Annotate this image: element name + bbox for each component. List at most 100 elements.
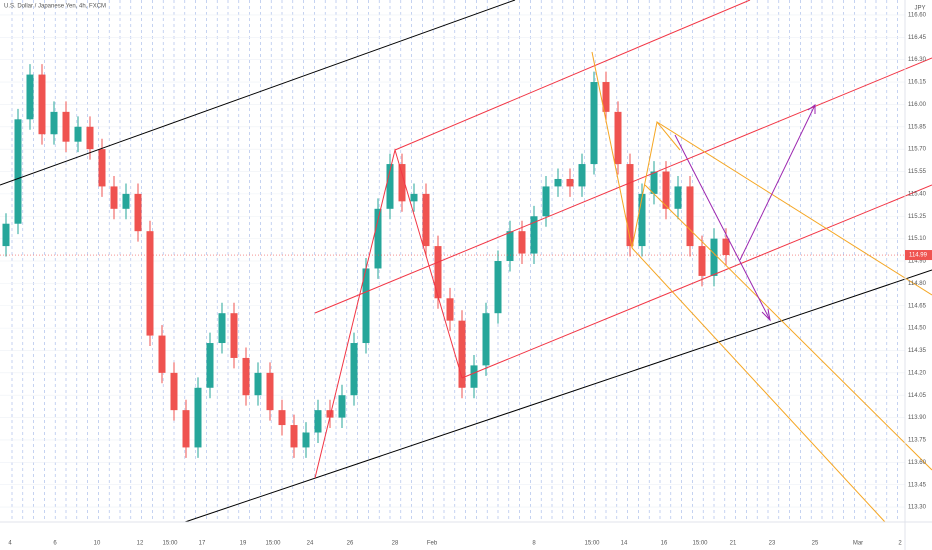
candle-body — [290, 425, 298, 448]
candle-body — [362, 268, 370, 344]
candle-body — [494, 261, 502, 314]
candle-body — [650, 171, 658, 194]
candle-body — [434, 246, 442, 299]
y-tick-label: 116.60 — [908, 12, 927, 18]
candle-body — [422, 193, 430, 247]
candle-body — [206, 343, 214, 388]
candle-body — [410, 193, 418, 202]
x-tick-label: 14 — [621, 541, 628, 547]
candle-body — [170, 372, 178, 411]
candle-body — [14, 119, 22, 224]
candle-body — [122, 193, 130, 209]
y-tick-label: 114.95 — [908, 259, 927, 265]
candle-body — [266, 372, 274, 411]
zigzag — [314, 148, 463, 479]
last-price-label: 114.99 — [909, 253, 928, 259]
candle-body — [662, 171, 670, 209]
x-tick-label: 16 — [661, 541, 668, 547]
y-tick-label: 113.75 — [908, 438, 927, 444]
x-tick-label: 12 — [137, 541, 144, 547]
candle-body — [242, 357, 250, 396]
x-tick-label: 28 — [392, 541, 399, 547]
y-tick-label: 116.00 — [908, 102, 927, 108]
y-tick-label: 115.10 — [908, 236, 927, 242]
candle-body — [218, 313, 226, 344]
y-tick-label: 113.45 — [908, 482, 927, 488]
channel-line — [394, 0, 751, 151]
fork-line — [656, 121, 932, 296]
candle-body — [398, 164, 406, 202]
last-price-box — [905, 250, 932, 261]
x-tick-label: 19 — [240, 541, 247, 547]
candle-body — [722, 238, 730, 256]
y-tick-label: 116.30 — [908, 57, 927, 63]
candle-body — [338, 395, 346, 418]
zigzag — [591, 51, 681, 249]
y-tick-label: 114.65 — [908, 303, 927, 309]
x-tick-label: 15:00 — [584, 541, 600, 547]
x-tick-label: 4 — [8, 541, 12, 547]
channel-line — [461, 184, 932, 379]
candle-body — [686, 186, 694, 247]
candle-body — [554, 178, 562, 187]
candle-body — [26, 74, 34, 120]
y-tick-label: 113.30 — [908, 505, 927, 511]
x-tick-label: 2 — [898, 541, 902, 547]
trendline — [184, 269, 932, 523]
y-tick-label: 113.60 — [908, 460, 927, 466]
y-tick-label: 114.50 — [908, 326, 927, 332]
plot — [0, 14, 905, 508]
candle-body — [158, 335, 166, 373]
x-tick-label: Mar — [853, 541, 863, 547]
y-tick-label: 115.85 — [908, 124, 927, 130]
x-tick-label: 26 — [347, 541, 354, 547]
candle-body — [50, 111, 58, 135]
x-tick-label: 10 — [94, 541, 101, 547]
y-tick-label: 114.05 — [908, 393, 927, 399]
x-tick-label: 8 — [532, 541, 536, 547]
candle-body — [470, 365, 478, 388]
fork-line — [631, 247, 886, 523]
candle-body — [326, 410, 334, 418]
y-tick-label: 114.80 — [908, 281, 927, 287]
projection-arrow — [807, 104, 816, 114]
candle-body — [674, 186, 682, 209]
y-tick-label: 113.90 — [908, 415, 927, 421]
projection-arrow — [739, 104, 816, 261]
candle-body — [590, 82, 598, 165]
x-tick-label: 17 — [199, 541, 206, 547]
candle-body — [86, 126, 94, 150]
candle-body — [38, 74, 46, 135]
drawings — [0, 0, 932, 523]
candle-body — [638, 193, 646, 247]
candle-body — [566, 178, 574, 187]
candle-body — [710, 238, 718, 276]
candle-body — [614, 111, 622, 165]
y-tick-label: 114.35 — [908, 348, 927, 354]
x-tick-label: 24 — [307, 541, 314, 547]
candle-body — [194, 387, 202, 448]
x-tick-label: 15:00 — [162, 541, 178, 547]
candle-body — [506, 231, 514, 261]
y-tick-label: 116.15 — [908, 80, 927, 86]
candle-body — [230, 313, 238, 358]
y-tick-label: 114.20 — [908, 370, 927, 376]
trendline — [0, 0, 516, 186]
candle-body — [146, 231, 154, 336]
candle-body — [386, 164, 394, 209]
channel-line — [314, 57, 932, 314]
x-tick-label: 25 — [812, 541, 819, 547]
candle-body — [578, 164, 586, 187]
y-tick-label: 115.25 — [908, 214, 927, 220]
candle-body — [698, 246, 706, 276]
x-tick-label: Feb — [427, 541, 438, 547]
candle-body — [278, 410, 286, 426]
projection-arrow — [761, 308, 771, 322]
candle-body — [446, 298, 454, 321]
y-tick-label: 116.45 — [908, 35, 927, 41]
y-tick-label: 115.55 — [908, 169, 927, 175]
candle-body — [182, 410, 190, 448]
fork-line — [644, 184, 932, 471]
candle-body — [350, 343, 358, 396]
